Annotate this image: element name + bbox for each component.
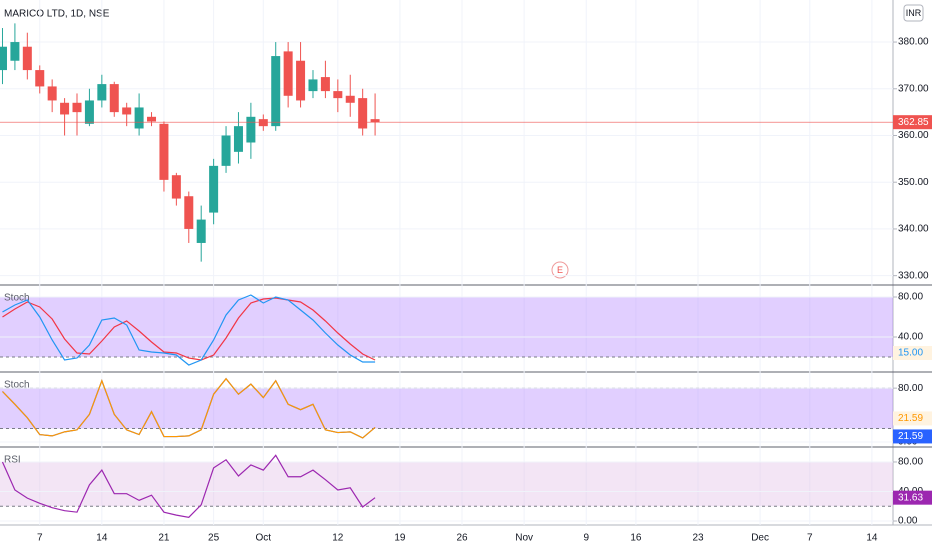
candle-body (320, 77, 330, 92)
y-tick-label: 380.00 (898, 37, 929, 48)
last-value-box (893, 490, 932, 505)
last-value-label: 15.00 (898, 348, 923, 359)
y-tick-label: 370.00 (898, 83, 929, 94)
candle-body (209, 165, 219, 213)
band-fill (0, 297, 893, 357)
candle-body (345, 95, 355, 103)
candle-body (147, 116, 157, 122)
candle-body (171, 175, 181, 199)
y-tick-label: 80.00 (898, 383, 923, 394)
candle-body (296, 60, 306, 101)
x-tick-label: Dec (751, 533, 769, 544)
y-tick-label: 0.00 (898, 516, 918, 527)
candle-body (60, 102, 70, 115)
x-tick-label: 7 (807, 533, 813, 544)
x-tick-label: 14 (866, 533, 878, 544)
candle-body (109, 84, 119, 113)
candle-body (122, 107, 132, 115)
band-fill (0, 388, 893, 429)
pane-title: RSI (4, 455, 21, 466)
candle-body (246, 116, 256, 143)
currency-box[interactable] (903, 4, 924, 22)
candle-body (196, 219, 206, 243)
x-tick-label: Oct (256, 533, 272, 544)
x-tick-label: 23 (692, 533, 704, 544)
candle-body (35, 70, 45, 87)
x-tick-label: 14 (96, 533, 108, 544)
x-tick-label: 16 (630, 533, 642, 544)
x-tick-label: 7 (37, 533, 43, 544)
y-tick-label: 80.00 (898, 292, 923, 303)
x-tick-label: Nov (515, 533, 533, 544)
candle-body (271, 56, 281, 127)
candle-body (370, 119, 380, 123)
candle-body (47, 86, 57, 101)
candle-body (22, 46, 32, 71)
last-price-box (893, 115, 932, 130)
candle-body (184, 196, 194, 229)
earnings-marker-circle[interactable] (551, 261, 569, 279)
band-fill (0, 461, 893, 507)
chart-title: MARICO LTD, 1D, NSE (4, 9, 110, 20)
candle-body (308, 79, 318, 92)
candle-body (333, 91, 343, 99)
candle-body (221, 135, 231, 166)
pane-title: Stoch (4, 293, 30, 304)
x-tick-label: 21 (158, 533, 170, 544)
indicator-line (2, 294, 376, 366)
candle-body (10, 42, 20, 61)
y-tick-label: 350.00 (898, 177, 929, 188)
y-tick-label: 40.00 (898, 332, 923, 343)
last-value-box (893, 429, 932, 444)
candle-body (283, 51, 293, 96)
x-tick-label: 12 (332, 533, 344, 544)
indicator-line (2, 297, 376, 361)
indicator-line (1, 454, 376, 518)
last-value-box (893, 411, 932, 426)
last-value-label: 21.59 (898, 431, 923, 442)
candle-body (72, 102, 82, 113)
last-value-label: 31.63 (898, 492, 923, 503)
candle-body (134, 107, 144, 129)
candle-body (233, 126, 243, 152)
y-tick-label: 80.00 (898, 457, 923, 468)
candle-body (97, 84, 107, 101)
candle-body (0, 46, 7, 71)
earnings-marker: E (557, 265, 563, 275)
candle-body (258, 119, 268, 127)
y-tick-label: 360.00 (898, 130, 929, 141)
candle-body (358, 98, 368, 129)
indicator-line (2, 377, 376, 439)
x-tick-label: 26 (456, 533, 468, 544)
y-tick-label: 340.00 (898, 224, 929, 235)
pane-title: Stoch (4, 380, 30, 391)
candle-body (84, 100, 94, 124)
currency: INR (906, 8, 922, 18)
last-value-label: 21.59 (898, 413, 923, 424)
x-tick-label: 9 (583, 533, 589, 544)
last-value-box (893, 346, 932, 360)
y-tick-label: 330.00 (898, 270, 929, 281)
candle-body (159, 123, 169, 180)
x-tick-label: 25 (208, 533, 220, 544)
last-price-label: 362.85 (898, 117, 929, 128)
x-tick-label: 19 (394, 533, 406, 544)
